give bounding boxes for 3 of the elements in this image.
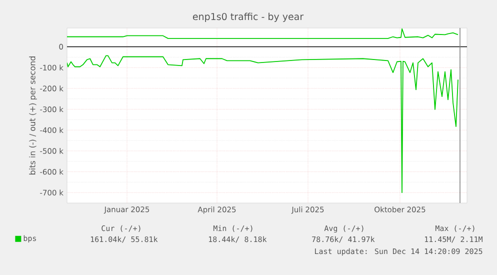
- y-axis-title: bits in (-) / out (+) per second: [29, 56, 37, 174]
- line-series: [67, 28, 458, 39]
- chart-title: enp1s0 traffic - by year: [192, 12, 304, 22]
